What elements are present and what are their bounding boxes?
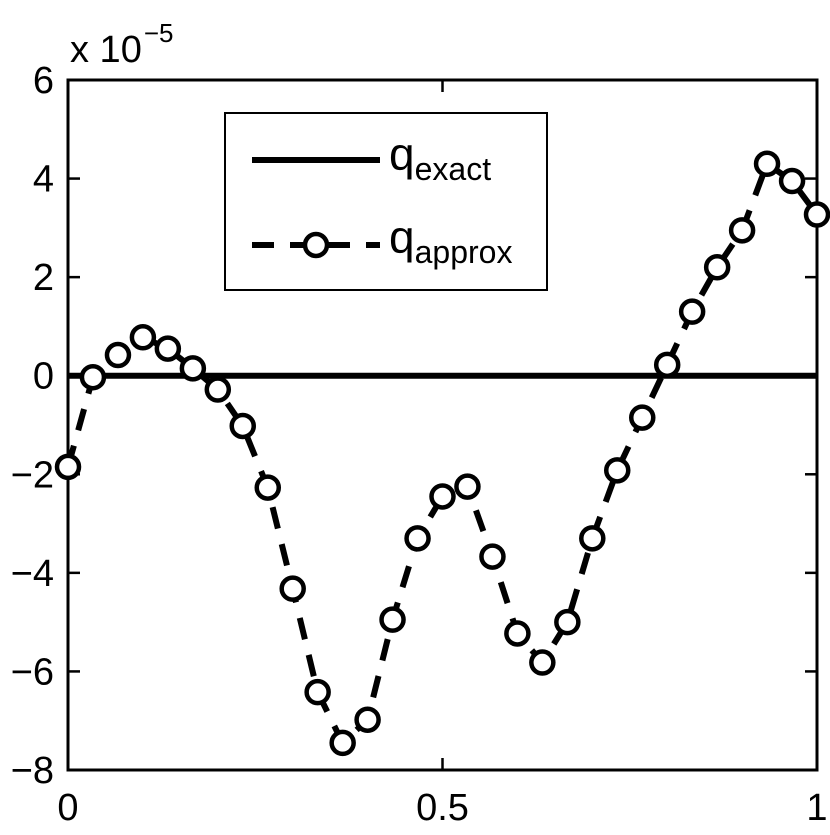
y-tick-label: −4: [11, 553, 54, 595]
legend-box: [224, 112, 548, 291]
series-approx-point: [678, 298, 706, 325]
series-approx-point: [379, 606, 406, 633]
series-approx-point: [529, 649, 556, 676]
y-exponent-label: −5: [144, 18, 174, 48]
series-approx-point: [179, 355, 207, 382]
series-layer: [54, 150, 830, 757]
series-approx-point: [429, 483, 456, 510]
x-tick-label: 0.5: [416, 787, 469, 829]
series-approx-point: [603, 457, 631, 484]
series-approx-point: [79, 363, 107, 391]
legend-exact-label: qexact: [389, 128, 491, 187]
series-approx-point: [129, 324, 157, 351]
series-approx-point: [104, 341, 132, 369]
y-multiplier-label: x 10−5: [70, 18, 173, 71]
legend: qexact qapprox: [224, 112, 548, 291]
series-approx-point: [753, 150, 781, 178]
series-approx-point: [504, 620, 531, 647]
series-approx-point: [479, 543, 506, 570]
y-tick-label: 0: [33, 356, 54, 398]
legend-approx-label: qapprox: [389, 211, 512, 270]
y-tick-label: 6: [33, 60, 54, 102]
series-approx-point: [154, 335, 182, 362]
series-approx-point: [778, 167, 806, 195]
series-approx-point: [653, 351, 681, 379]
legend-approx-marker: [302, 231, 330, 259]
series-approx-point: [54, 453, 82, 481]
series-approx-point: [329, 729, 356, 757]
series-approx-point: [728, 217, 756, 244]
series-approx-point: [354, 706, 381, 733]
series-approx-point: [703, 254, 731, 281]
series-approx-point: [454, 473, 481, 500]
series-approx-point: [579, 525, 606, 552]
series-approx-point: [304, 678, 331, 706]
x-tick-label: 0: [57, 787, 78, 829]
series-approx-point: [629, 404, 656, 431]
series-approx-point: [229, 412, 256, 440]
series-approx-point: [404, 525, 431, 552]
y-tick-label: −2: [11, 454, 54, 496]
y-tick-label: −8: [11, 750, 54, 792]
y-tick-label: −6: [11, 651, 54, 693]
series-approx-point: [554, 608, 581, 636]
y-tick-label: 4: [33, 159, 54, 201]
series-approx-point: [204, 376, 232, 403]
series-approx-point: [279, 575, 306, 602]
y-tick-label: 2: [33, 257, 54, 299]
series-approx-point: [254, 474, 282, 501]
x-tick-label: 1: [806, 787, 827, 829]
series-approx-point: [803, 201, 830, 228]
